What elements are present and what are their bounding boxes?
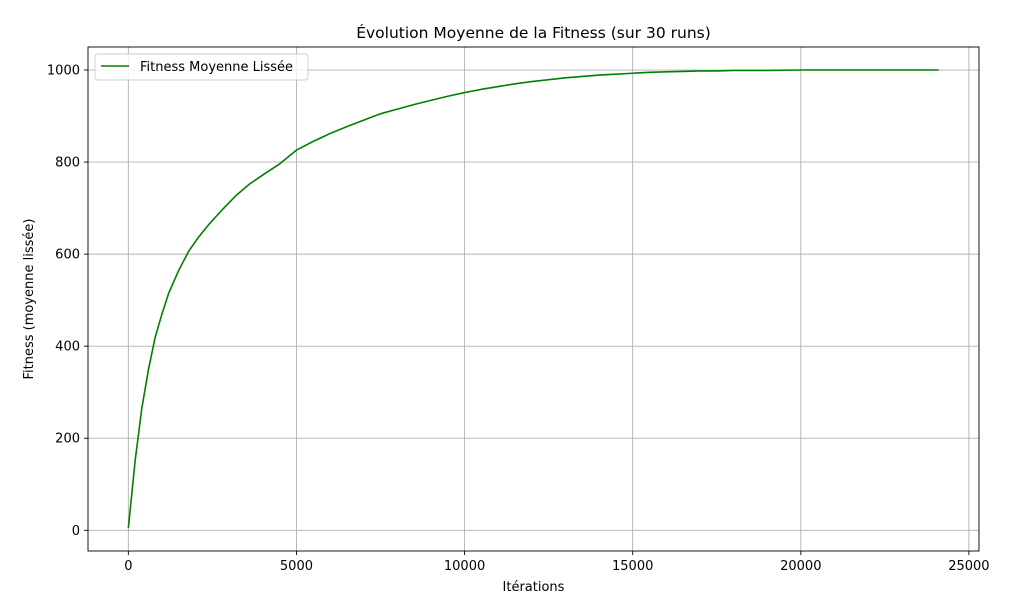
y-tick-label: 1000: [47, 64, 80, 79]
series-line-fitness: [127, 69, 939, 529]
x-tick-label: 10000: [444, 559, 485, 574]
y-tick-label: 200: [55, 432, 80, 447]
y-tick-label: 600: [55, 248, 80, 263]
x-axis-ticks: 0 5000 10000 15000 20000 25000: [124, 551, 990, 574]
x-tick-label: 25000: [948, 559, 989, 574]
x-tick-label: 15000: [612, 559, 653, 574]
chart-title: Évolution Moyenne de la Fitness (sur 30 …: [356, 23, 711, 42]
legend-entry-label: Fitness Moyenne Lissée: [140, 60, 293, 75]
y-axis-label: Fitness (moyenne lissée): [22, 219, 37, 380]
x-axis-label: Itérations: [503, 580, 565, 595]
x-tick-label: 20000: [780, 559, 821, 574]
plot-frame: [87, 46, 980, 552]
y-tick-label: 0: [72, 524, 80, 539]
y-axis-ticks: 0 200 400 600 800 1000: [47, 64, 88, 539]
series-layer: [127, 69, 939, 529]
x-tick-label: 5000: [280, 559, 313, 574]
y-tick-label: 400: [55, 340, 80, 355]
legend-box: [94, 53, 309, 81]
x-tick-label: 0: [124, 559, 132, 574]
legend: Fitness Moyenne Lissée: [94, 53, 309, 81]
y-tick-label: 800: [55, 156, 80, 171]
